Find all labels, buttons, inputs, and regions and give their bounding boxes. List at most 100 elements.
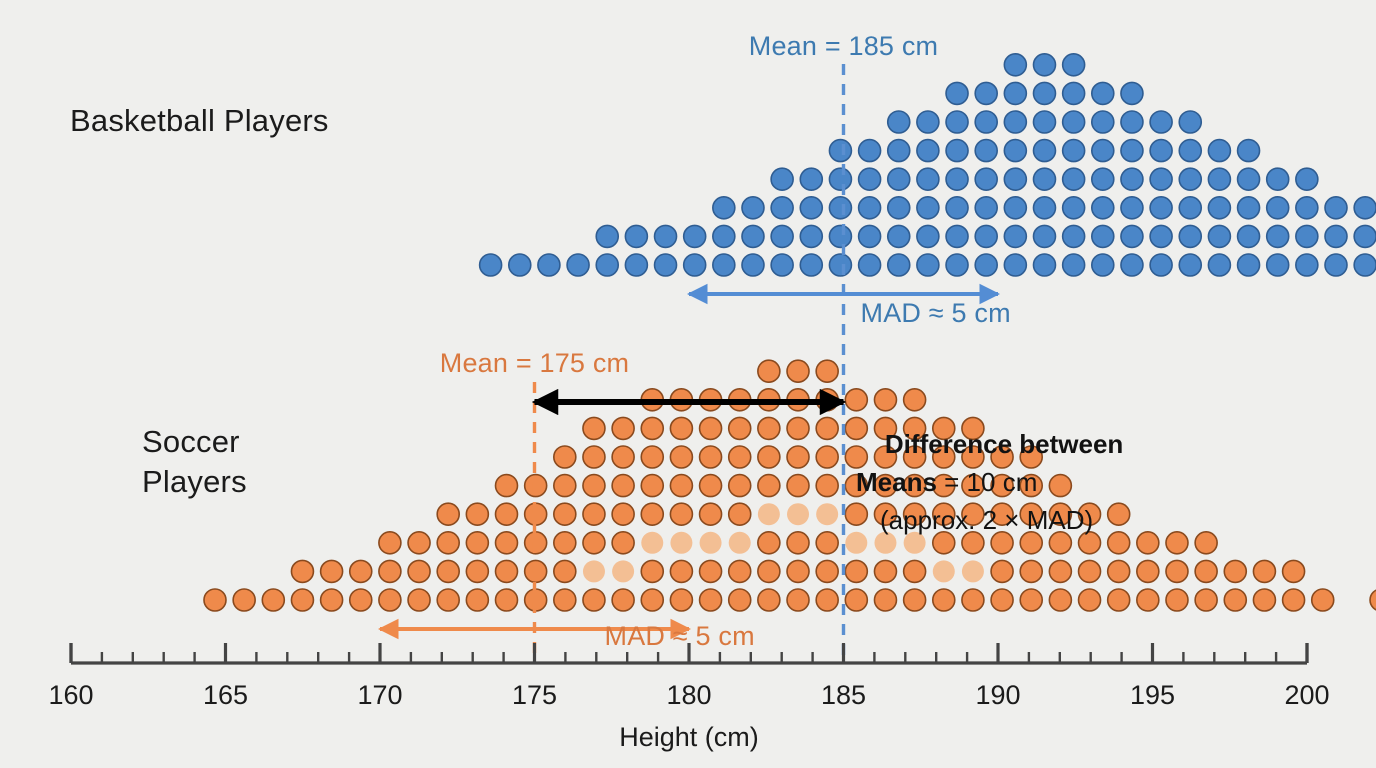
data-dot bbox=[1120, 196, 1144, 220]
data-dot bbox=[873, 416, 898, 441]
data-dot bbox=[961, 473, 985, 498]
data-dot bbox=[1019, 588, 1044, 612]
data-dot bbox=[436, 588, 461, 612]
data-dot bbox=[553, 445, 577, 469]
soccer-mean-label: Mean = 175 cm bbox=[439, 348, 630, 378]
data-dot bbox=[319, 559, 344, 584]
data-dot bbox=[1061, 138, 1086, 163]
data-dot bbox=[1061, 110, 1086, 134]
data-dot bbox=[916, 224, 940, 249]
data-dot bbox=[698, 416, 723, 441]
data-dot bbox=[728, 531, 751, 554]
axis-title: Height (cm) bbox=[619, 722, 759, 752]
data-dot bbox=[612, 560, 635, 583]
data-dot bbox=[712, 224, 736, 249]
data-dot bbox=[1165, 559, 1189, 584]
data-dot bbox=[478, 253, 503, 277]
data-dot bbox=[582, 502, 606, 527]
data-dot bbox=[1236, 167, 1261, 191]
data-dot bbox=[857, 167, 882, 191]
data-dot bbox=[974, 196, 998, 220]
data-dot bbox=[974, 167, 998, 191]
data-dot bbox=[507, 253, 532, 277]
data-dot bbox=[873, 473, 898, 498]
data-dot bbox=[1236, 224, 1261, 249]
data-dot bbox=[974, 138, 998, 163]
data-dot bbox=[1032, 110, 1057, 134]
data-dot bbox=[757, 416, 781, 441]
data-dot bbox=[582, 560, 605, 583]
basketball-mad-label: MAD ≈ 5 cm bbox=[860, 298, 1011, 328]
data-dot bbox=[1178, 196, 1203, 220]
data-dot bbox=[378, 530, 402, 555]
data-dot bbox=[1061, 81, 1086, 106]
data-dot bbox=[828, 196, 853, 220]
data-dot bbox=[799, 196, 824, 220]
data-dot bbox=[1120, 224, 1144, 249]
data-dot bbox=[874, 531, 897, 554]
data-dot bbox=[670, 531, 693, 554]
data-dot bbox=[624, 253, 649, 277]
data-dot bbox=[1149, 167, 1173, 191]
data-dot bbox=[816, 503, 839, 526]
data-dot bbox=[1003, 138, 1028, 163]
data-dot bbox=[1207, 253, 1232, 277]
data-dot bbox=[1106, 559, 1131, 584]
data-dot bbox=[1178, 167, 1203, 191]
data-dot bbox=[990, 473, 1014, 498]
data-dot bbox=[348, 588, 373, 612]
data-dot bbox=[990, 530, 1014, 555]
data-dot bbox=[1295, 196, 1319, 220]
data-dot bbox=[857, 196, 882, 220]
data-dot bbox=[945, 110, 969, 134]
data-dot bbox=[1077, 588, 1102, 612]
data-dot bbox=[1120, 253, 1144, 277]
data-dot bbox=[290, 588, 315, 612]
data-dot bbox=[799, 167, 824, 191]
soccer-title-line-1: Soccer bbox=[142, 424, 240, 459]
data-dot bbox=[961, 530, 985, 555]
data-dot bbox=[669, 445, 694, 469]
data-dot bbox=[640, 445, 665, 469]
data-dot bbox=[727, 588, 752, 612]
data-dot bbox=[1048, 588, 1073, 612]
data-dot bbox=[1003, 224, 1028, 249]
axis-tick-label: 190 bbox=[975, 680, 1021, 710]
soccer-dot-stack bbox=[203, 359, 1376, 612]
data-dot bbox=[886, 196, 911, 220]
data-dot bbox=[1090, 196, 1115, 220]
difference-line-2-bold: Means bbox=[856, 466, 937, 497]
data-dot bbox=[465, 588, 490, 612]
data-dot bbox=[931, 445, 956, 469]
data-dot bbox=[757, 588, 781, 612]
data-dot bbox=[1178, 224, 1203, 249]
data-dot bbox=[1019, 559, 1044, 584]
data-dot bbox=[757, 503, 780, 526]
data-dot bbox=[916, 253, 940, 277]
soccer-title-line-2: Players bbox=[142, 463, 247, 499]
data-dot bbox=[1265, 196, 1290, 220]
data-dot bbox=[1236, 196, 1261, 220]
data-dot bbox=[1310, 588, 1335, 612]
data-dot bbox=[828, 167, 853, 191]
data-dot bbox=[974, 110, 998, 134]
data-dot bbox=[886, 167, 911, 191]
data-dot bbox=[727, 445, 752, 469]
data-dot bbox=[319, 588, 344, 612]
data-dot bbox=[931, 588, 956, 612]
data-dot bbox=[1019, 445, 1044, 469]
data-dot bbox=[1207, 196, 1232, 220]
data-dot bbox=[1178, 253, 1203, 277]
data-dot bbox=[611, 416, 635, 441]
data-dot bbox=[961, 588, 985, 612]
data-dot bbox=[1061, 253, 1086, 277]
data-dot bbox=[844, 445, 869, 469]
data-dot bbox=[682, 224, 707, 249]
data-dot bbox=[727, 416, 752, 441]
data-dot bbox=[1048, 530, 1073, 555]
data-dot bbox=[1194, 588, 1218, 612]
data-dot bbox=[886, 138, 911, 163]
data-dot bbox=[1061, 53, 1086, 77]
data-dot bbox=[845, 531, 868, 554]
data-dot bbox=[1165, 588, 1189, 612]
